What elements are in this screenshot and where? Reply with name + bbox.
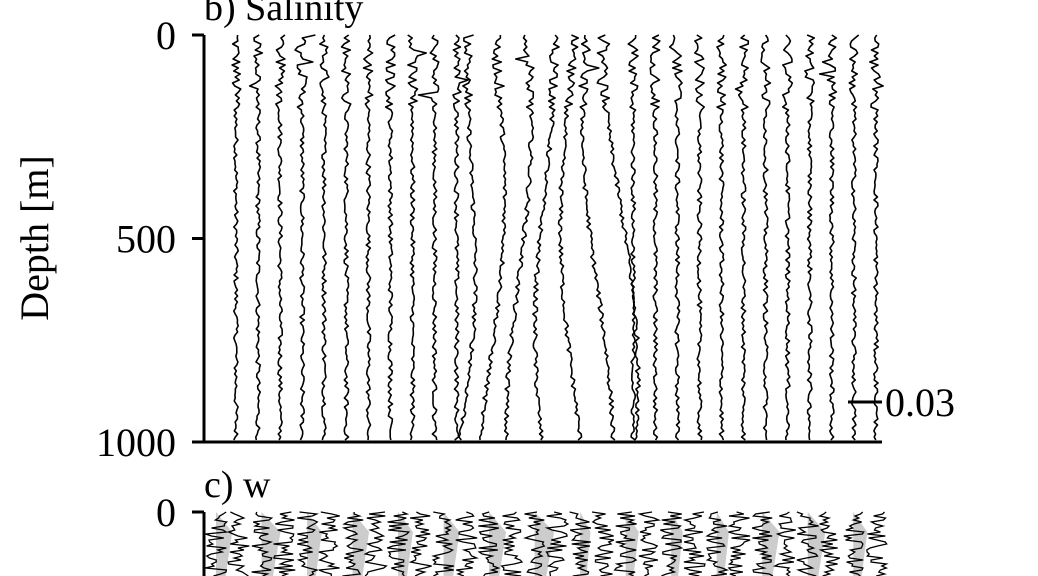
salinity-profile xyxy=(868,34,884,441)
w-profile xyxy=(569,511,592,576)
w-profile xyxy=(817,511,841,576)
w-profile xyxy=(705,511,730,576)
scale-bar-label: 0.03 xyxy=(885,380,955,425)
salinity-profile xyxy=(362,34,374,441)
panel-b-title: b) Salinity xyxy=(204,0,363,29)
salinity-profile xyxy=(781,34,794,441)
w-shade-region xyxy=(762,512,780,576)
salinity-profile xyxy=(478,34,508,441)
w-profile xyxy=(386,511,411,576)
w-profile xyxy=(613,511,638,576)
w-panel: c) w 0 xyxy=(156,464,889,576)
salinity-profile xyxy=(668,34,683,441)
scale-bar: 0.03 xyxy=(848,380,955,425)
panel-b-y-axis xyxy=(202,35,882,444)
w-profile xyxy=(772,511,796,576)
w-profile xyxy=(251,511,274,576)
panel-b-ticks: 0 500 1000 xyxy=(96,13,204,465)
salinity-profile xyxy=(407,34,428,441)
salinity-panel: b) Salinity Depth [m] 0 500 1000 0.03 xyxy=(12,0,955,465)
w-profile xyxy=(523,511,546,576)
salinity-profile xyxy=(458,34,478,441)
salinity-profile xyxy=(818,34,838,441)
salinity-profile xyxy=(294,34,316,441)
w-shade-region xyxy=(489,512,507,576)
w-profile xyxy=(296,511,320,576)
salinity-profile xyxy=(596,34,641,441)
w-shade-region xyxy=(625,512,639,576)
panel-c-ticks: 0 xyxy=(156,490,204,535)
salinity-profile xyxy=(503,34,535,441)
salinity-profile xyxy=(557,34,583,441)
w-profile xyxy=(682,511,706,576)
w-profile xyxy=(408,511,432,576)
panel-c-y-tick-label: 0 xyxy=(156,490,176,535)
salinity-profile xyxy=(318,34,330,441)
salinity-profile xyxy=(231,34,242,441)
salinity-profile xyxy=(649,34,661,441)
w-profile xyxy=(865,511,889,576)
salinity-profile xyxy=(452,34,469,441)
w-profile xyxy=(431,511,455,576)
salinity-profile xyxy=(848,34,860,441)
salinity-profile xyxy=(760,34,772,441)
salinity-profile xyxy=(532,34,560,441)
w-profile xyxy=(500,511,524,576)
salinity-profile xyxy=(384,34,396,441)
panel-b-y-tick-label: 500 xyxy=(116,217,176,262)
w-shade-region xyxy=(807,512,826,576)
salinity-profile xyxy=(340,34,352,441)
w-profile xyxy=(477,511,501,576)
w-shade-region xyxy=(853,512,868,576)
w-profile xyxy=(591,511,615,576)
w-profile xyxy=(341,511,364,576)
w-profile xyxy=(843,511,865,576)
w-profile xyxy=(751,511,774,576)
salinity-profile xyxy=(716,34,727,441)
w-profile xyxy=(226,511,250,576)
w-shade-region xyxy=(307,512,322,576)
salinity-profile xyxy=(693,34,706,441)
panel-b-y-tick-label: 0 xyxy=(156,13,176,58)
salinity-profile xyxy=(734,34,750,441)
w-profiles xyxy=(204,511,889,576)
w-profile xyxy=(204,511,229,576)
w-profile xyxy=(455,511,480,576)
panel-b-y-axis-label: Depth [m] xyxy=(12,155,57,321)
salinity-profile xyxy=(248,34,264,441)
w-shade-region xyxy=(216,512,233,576)
panel-c-title: c) w xyxy=(204,464,271,506)
salinity-profiles xyxy=(231,34,884,441)
salinity-profile xyxy=(627,34,639,441)
w-profile xyxy=(660,511,684,576)
salinity-profile xyxy=(274,34,286,441)
w-profile xyxy=(796,511,819,576)
w-profile xyxy=(273,511,296,576)
salinity-profile xyxy=(417,34,440,441)
salinity-profile xyxy=(578,34,616,441)
w-profile xyxy=(544,511,570,576)
w-profile xyxy=(317,511,340,576)
w-profile xyxy=(727,511,751,576)
w-profile xyxy=(637,511,662,576)
w-profile xyxy=(363,511,388,576)
w-shade-region xyxy=(352,512,370,576)
panel-b-y-tick-label: 1000 xyxy=(96,420,176,465)
salinity-profile xyxy=(804,34,816,441)
